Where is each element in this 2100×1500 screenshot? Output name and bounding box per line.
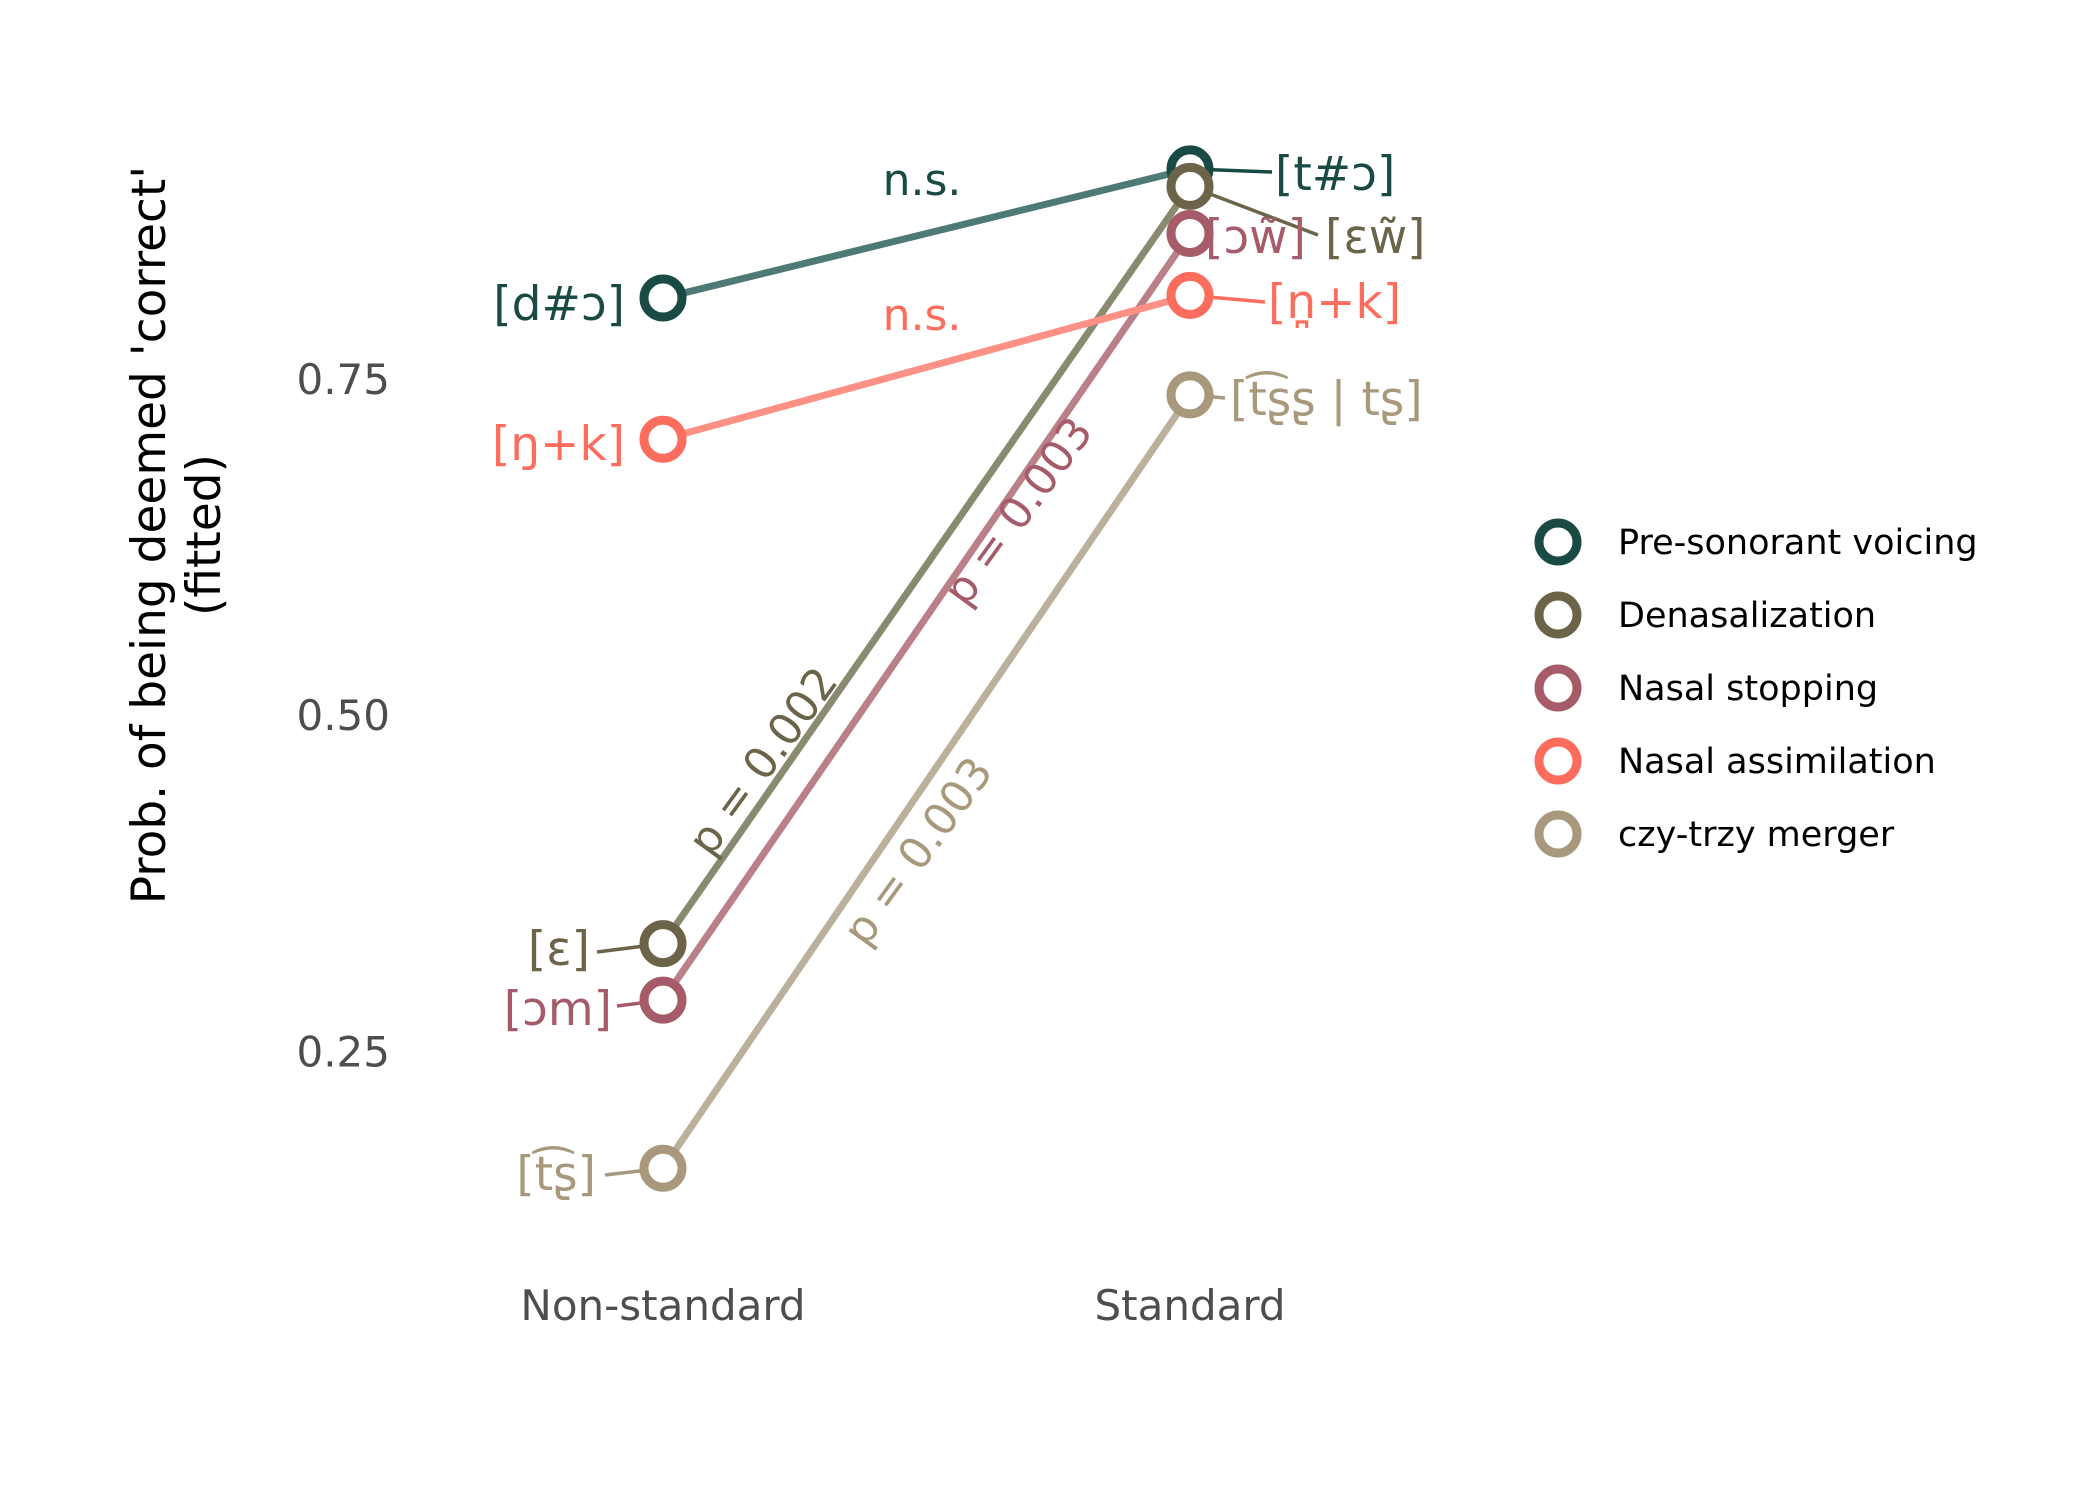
legend: Pre-sonorant voicing Denasalization Nasal … [1534,518,1978,858]
series-line [660,392,1193,1171]
significance-annotation: n.s. [883,155,962,206]
legend-marker [1534,664,1582,712]
series-point [1166,209,1214,257]
series-point [639,415,687,463]
x-tick-label: Standard [1094,1281,1285,1330]
legend-marker [1534,591,1582,639]
point-label: [ɔw̃] [1205,210,1306,265]
series-line [660,231,1193,1003]
legend-label: czy-trzy merger [1618,815,1895,855]
legend-label: Pre-sonorant voicing [1618,523,1978,563]
y-ticks: 0.25 0.50 0.75 [296,355,390,1077]
legend-marker [1534,737,1582,785]
y-axis-label-sub: (fitted) [177,454,232,616]
legend-label: Nasal assimilation [1618,742,1936,782]
point-label: [ɔm] [504,982,612,1037]
point-label: [n̪+k] [1268,275,1401,330]
significance-annotation: p = 0.003 [833,748,1003,955]
point-label: [t͡ʂʂ | tʂ] [1230,371,1423,427]
y-tick-label: 0.50 [296,691,390,740]
legend-marker [1534,810,1582,858]
significance-annotation: p = 0.002 [678,658,848,865]
y-axis-label: Prob. of being deemed 'correct' [122,166,177,904]
series-points [639,145,1214,1192]
series-point [1166,371,1214,419]
y-axis-title: Prob. of being deemed 'correct' (fitted) [122,166,232,904]
series-point [1166,271,1214,319]
point-label: [t͡ʂ] [516,1146,596,1202]
point-label: [ŋ+k] [492,417,625,472]
legend-label: Nasal stopping [1618,669,1878,709]
y-tick-label: 0.75 [296,355,390,404]
x-ticks: Non-standard Standard [520,1281,1285,1330]
y-tick-label: 0.25 [296,1027,390,1076]
series-line [662,165,1191,302]
series-point [639,920,687,968]
x-tick-label: Non-standard [520,1281,805,1330]
series-line [662,291,1191,443]
legend-marker [1534,518,1582,566]
series-point [639,976,687,1024]
series-lines [660,165,1193,1171]
series-point [639,1144,687,1192]
point-labels: [d#ɔ] [t#ɔ] [ɛ] [ɛw̃] [ɔm] [ɔw̃] [ŋ+k] [n̪+k] [t… [492,147,1426,1202]
series-point [1166,162,1214,210]
point-label: [t#ɔ] [1275,147,1395,202]
point-label: [d#ɔ] [493,277,625,332]
significance-annotation: n.s. [883,290,962,341]
point-label: [ɛ] [528,922,590,977]
series-line [660,184,1193,946]
point-label: [ɛw̃] [1325,210,1426,265]
legend-label: Denasalization [1618,596,1876,636]
series-point [639,274,687,322]
